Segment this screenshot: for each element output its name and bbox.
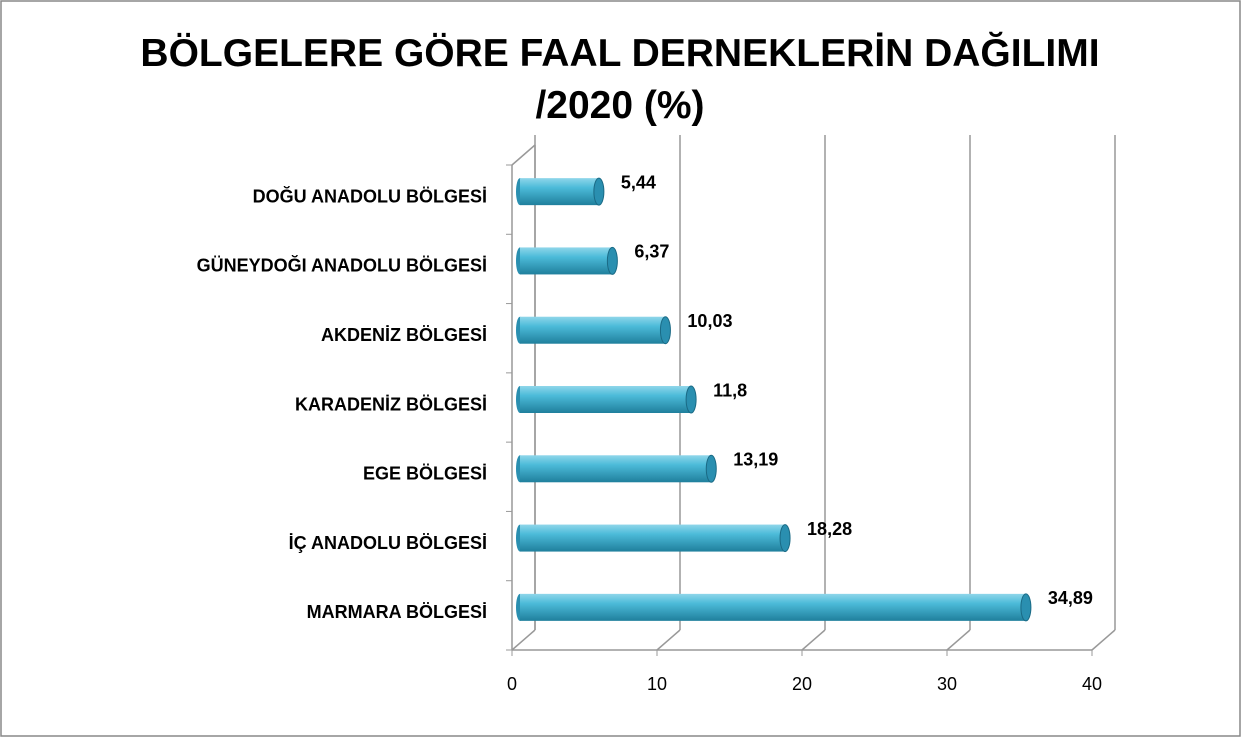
x-tick-label: 30 — [937, 674, 957, 694]
bar — [520, 386, 692, 413]
category-label: MARMARA BÖLGESİ — [307, 602, 487, 622]
bar-cap — [659, 316, 671, 345]
bar-cap — [685, 385, 697, 414]
bar — [520, 524, 786, 552]
bar — [520, 593, 1026, 621]
bar-cap — [593, 177, 605, 206]
x-tick-label: 20 — [792, 674, 812, 694]
category-label: KARADENİZ BÖLGESİ — [295, 394, 487, 414]
bar — [520, 455, 712, 483]
value-label: 5,44 — [621, 172, 656, 192]
bar — [520, 178, 599, 206]
x-tick-label: 10 — [647, 674, 667, 694]
floor-line — [1091, 629, 1116, 651]
category-label: DOĞU ANADOLU BÖLGESİ — [253, 185, 487, 206]
x-tick-label: 0 — [507, 674, 517, 694]
chart-title: BÖLGELERE GÖRE FAAL DERNEKLERİN DAĞILIMI… — [140, 32, 1100, 127]
category-label: AKDENİZ BÖLGESİ — [321, 325, 487, 345]
bar — [520, 316, 666, 344]
value-label: 6,37 — [634, 242, 669, 262]
value-label: 10,03 — [687, 311, 732, 331]
value-label: 13,19 — [733, 450, 778, 470]
floor-line — [801, 629, 826, 651]
category-label: İÇ ANADOLU BÖLGESİ — [289, 533, 487, 553]
x-tick-label: 40 — [1082, 674, 1102, 694]
value-label: 18,28 — [807, 519, 852, 539]
bar-cap — [705, 454, 717, 483]
bar — [520, 247, 613, 275]
category-label: GÜNEYDOĞI ANADOLU BÖLGESİ — [197, 255, 487, 276]
bar-cap — [779, 524, 791, 553]
value-label: 34,89 — [1048, 588, 1093, 608]
floor-line — [511, 629, 536, 651]
value-label: 11,8 — [713, 380, 747, 400]
axis-line — [511, 144, 536, 166]
bar-cap — [1020, 593, 1032, 622]
bar-cap — [606, 246, 618, 275]
floor-line — [946, 629, 971, 651]
category-label: EGE BÖLGESİ — [363, 464, 487, 484]
floor-line — [656, 629, 681, 651]
